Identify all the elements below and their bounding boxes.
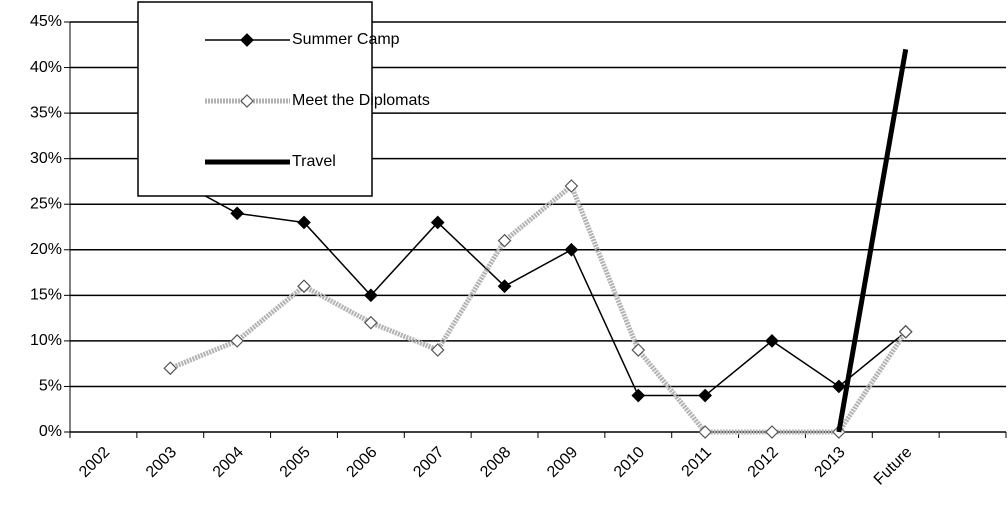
series-line (836, 48, 909, 433)
series-marker (497, 279, 512, 294)
x-tick-label: 2006 (343, 444, 380, 481)
x-tick-label: 2004 (210, 444, 247, 481)
series-marker (230, 206, 244, 221)
legend-label: Meet the Diplomats (292, 92, 430, 109)
x-tick-label: 2008 (477, 444, 514, 481)
series-marker (364, 288, 378, 303)
series-marker (230, 334, 244, 348)
y-tick-label: 15% (30, 287, 62, 304)
series-marker (297, 215, 311, 230)
legend-label: Travel (292, 153, 336, 170)
series-line (169, 176, 907, 397)
legend-marker (240, 94, 254, 108)
series-line (169, 183, 908, 435)
series-marker (564, 179, 579, 193)
y-tick-label: 20% (30, 241, 62, 258)
y-tick-label: 10% (30, 332, 62, 349)
x-tick-label: 2002 (76, 444, 113, 481)
y-tick-label: 5% (39, 378, 62, 395)
series-marker (430, 215, 445, 230)
series-marker (832, 379, 846, 394)
x-tick-label: 2009 (544, 444, 581, 481)
x-tick-label: 2010 (611, 444, 648, 481)
series-marker (765, 425, 779, 439)
x-tick-label: 2012 (745, 444, 782, 481)
x-tick-label: 2003 (143, 444, 180, 481)
legend-label: Summer Camp (292, 31, 400, 48)
series-marker (163, 361, 178, 376)
series-marker (698, 388, 712, 403)
series-marker (698, 425, 712, 439)
y-tick-label: 35% (30, 104, 62, 121)
y-tick-label: 25% (30, 195, 62, 212)
x-tick-label: 2007 (410, 444, 447, 481)
series-marker (765, 334, 779, 348)
y-tick-label: 45% (30, 13, 62, 30)
series-marker (631, 388, 646, 403)
x-tick-label: 2005 (277, 444, 314, 481)
y-tick-label: 40% (30, 59, 62, 76)
series-marker (631, 343, 646, 357)
x-tick-label: 2011 (679, 444, 715, 480)
series-marker (430, 343, 445, 357)
y-tick-label: 0% (39, 423, 62, 440)
legend-marker (240, 33, 254, 47)
series-marker (564, 242, 579, 257)
series-marker (297, 279, 311, 294)
y-tick-label: 30% (30, 150, 62, 167)
series-marker (898, 324, 913, 339)
x-tick-label: Future (871, 444, 916, 489)
x-tick-label: 2013 (811, 444, 848, 481)
series-marker (364, 315, 378, 330)
series-marker (497, 233, 512, 248)
